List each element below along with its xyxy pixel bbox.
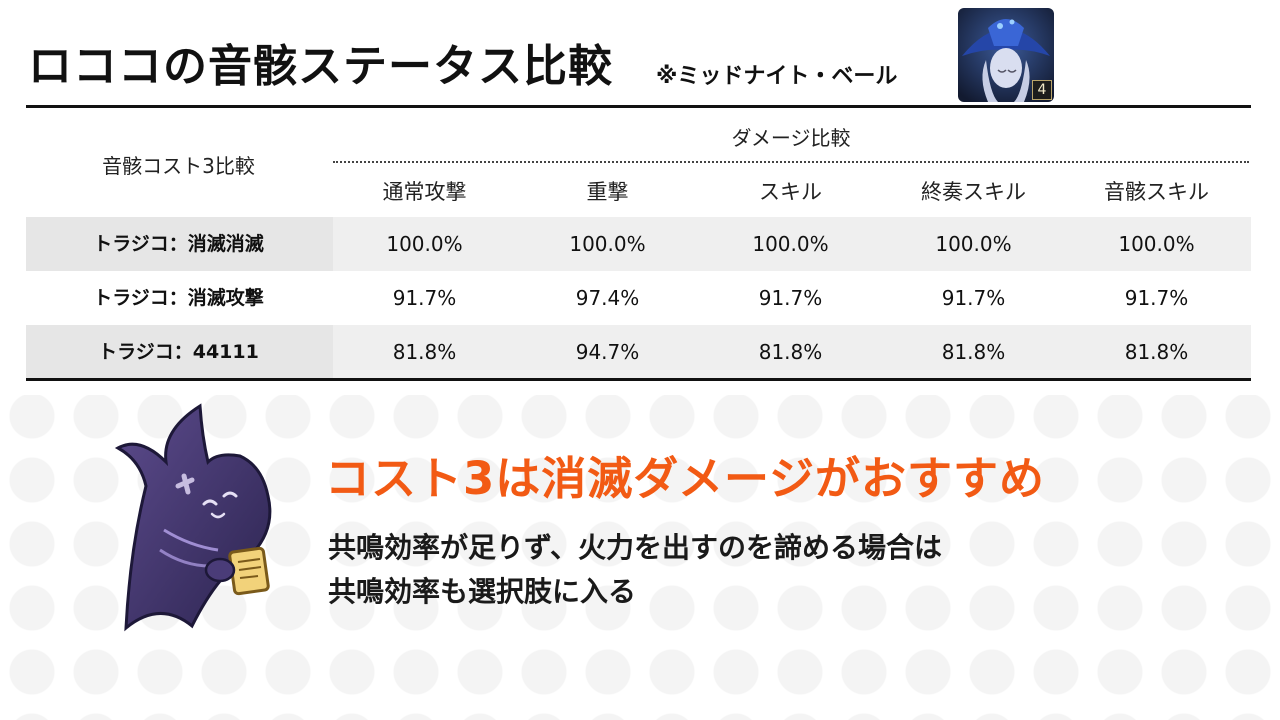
column-header: スキル (759, 180, 822, 204)
table-cell: 94.7% (575, 340, 640, 364)
table-bottom-rule (26, 378, 1251, 381)
damage-group-label: ダメージ比較 (731, 126, 851, 150)
row-label: トラジコ：消滅消滅 (93, 233, 264, 255)
column-header: 終奏スキル (921, 180, 1026, 204)
column-header: 重撃 (586, 180, 629, 204)
row-label-background (26, 217, 333, 271)
callout-headline: コスト3は消滅ダメージがおすすめ (325, 452, 1046, 505)
row-header-label: 音骸コスト3比較 (102, 154, 255, 178)
table-cell: 91.7% (1124, 286, 1189, 310)
column-header: 音骸スキル (1104, 180, 1209, 204)
row-label: トラジコ：消滅攻撃 (93, 287, 264, 309)
table-row: トラジコ：消滅消滅 100.0% 100.0% 100.0% 100.0% 10… (26, 217, 1251, 271)
table-cell: 91.7% (758, 286, 823, 310)
table-cell: 100.0% (569, 232, 646, 256)
group-divider (333, 161, 1249, 163)
echo-cost-badge: 4 (1032, 80, 1052, 100)
table-top-rule (26, 105, 1251, 108)
table-cell: 91.7% (941, 286, 1006, 310)
table-cell: 91.7% (392, 286, 457, 310)
row-label-background (26, 325, 333, 379)
table-row: トラジコ：44111 81.8% 94.7% 81.8% 81.8% 81.8% (26, 325, 1251, 379)
echo-portrait-icon: 4 (958, 8, 1054, 102)
table-row: トラジコ：消滅攻撃 91.7% 97.4% 91.7% 91.7% 91.7% (26, 271, 1251, 325)
table-cell: 100.0% (1118, 232, 1195, 256)
table-cell: 81.8% (941, 340, 1006, 364)
table-cell: 81.8% (758, 340, 823, 364)
column-header: 通常攻撃 (382, 180, 467, 204)
table-cell: 81.8% (1124, 340, 1189, 364)
page-title: ロココの音骸ステータス比較 (28, 41, 613, 92)
page-subtitle: ※ミッドナイト・ベール (656, 64, 898, 89)
table-cell: 81.8% (392, 340, 457, 364)
table-cell: 100.0% (386, 232, 463, 256)
table-cell: 100.0% (752, 232, 829, 256)
row-label: トラジコ：44111 (98, 341, 259, 363)
callout-line-1: 共鳴効率が足りず、火力を出すのを諦める場合は (328, 531, 943, 564)
table-cell: 97.4% (575, 286, 640, 310)
mascot-illustration (100, 400, 290, 644)
table-cell: 100.0% (935, 232, 1012, 256)
callout-line-2: 共鳴効率も選択肢に入る (328, 575, 637, 608)
